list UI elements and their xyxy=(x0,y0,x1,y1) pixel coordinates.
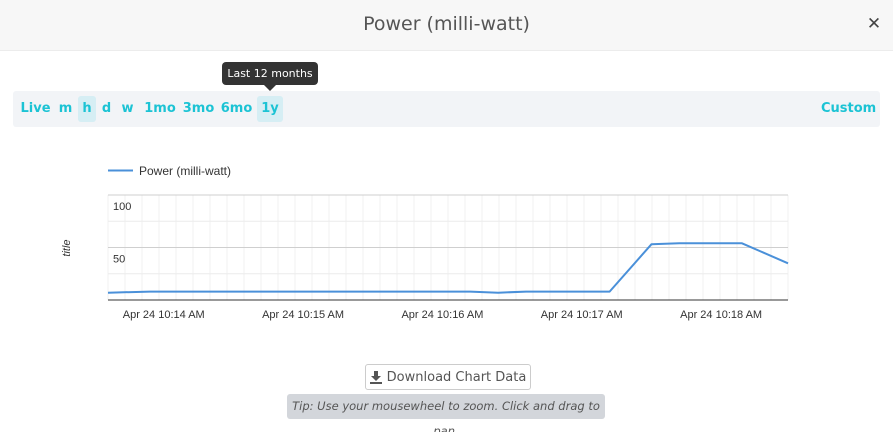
power-chart[interactable]: Power (milli-watt) title 100 50 Apr 24 10… xyxy=(0,140,893,340)
range-option-minute[interactable]: m xyxy=(58,101,73,116)
legend: Power (milli-watt) xyxy=(108,164,231,178)
x-tick-label: Apr 24 10:18 AM xyxy=(680,309,762,321)
chart-grid xyxy=(107,194,789,301)
range-option-custom[interactable]: Custom xyxy=(821,101,877,116)
close-icon[interactable]: ✕ xyxy=(866,14,882,34)
range-option-1mo[interactable]: 1mo xyxy=(144,101,176,116)
range-option-live[interactable]: Live xyxy=(20,101,51,116)
x-tick-label: Apr 24 10:14 AM xyxy=(123,309,205,321)
range-option-6mo[interactable]: 6mo xyxy=(220,101,253,116)
range-option-day[interactable]: d xyxy=(101,101,112,116)
x-tick-labels: Apr 24 10:14 AM Apr 24 10:15 AM Apr 24 10:… xyxy=(123,309,762,321)
y-tick-labels: 100 50 xyxy=(113,201,131,266)
chart-series xyxy=(107,242,789,294)
zoom-tip: Tip: Use your mousewheel to zoom. Click … xyxy=(287,394,605,432)
series-line-0 xyxy=(107,242,789,294)
range-option-3mo[interactable]: 3mo xyxy=(182,101,215,116)
y-tick-label: 100 xyxy=(113,201,131,213)
x-tick-label: Apr 24 10:16 AM xyxy=(401,309,483,321)
range-option-1y[interactable]: 1y xyxy=(257,96,283,122)
download-label: Download Chart Data xyxy=(386,369,527,385)
tooltip: Last 12 months xyxy=(222,62,318,91)
range-option-hour[interactable]: h xyxy=(78,96,96,122)
x-tick-label: Apr 24 10:17 AM xyxy=(541,309,623,321)
time-range-selector: Live m h d w 1mo 3mo 6mo 1y Custom xyxy=(13,91,880,127)
legend-label: Power (milli-watt) xyxy=(139,164,231,178)
modal-header: Power (milli-watt) ✕ xyxy=(0,0,893,51)
y-axis-label: title xyxy=(61,239,73,256)
y-tick-label: 50 xyxy=(113,254,125,266)
download-icon xyxy=(369,370,382,384)
modal-title: Power (milli-watt) xyxy=(363,13,530,35)
range-option-week[interactable]: w xyxy=(121,101,134,116)
x-tick-label: Apr 24 10:15 AM xyxy=(262,309,344,321)
download-chart-data-button[interactable]: Download Chart Data xyxy=(365,364,531,390)
